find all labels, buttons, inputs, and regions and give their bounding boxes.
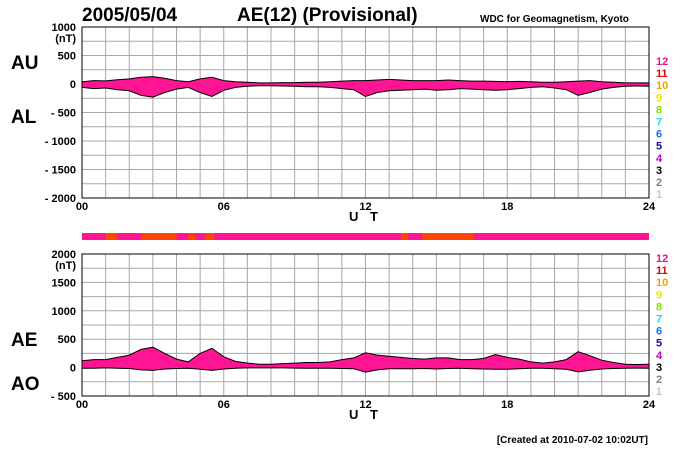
station-bar-segment — [141, 233, 177, 240]
station-bar-segment — [204, 233, 215, 240]
unit-label: (nT) — [55, 260, 76, 272]
station-count-bar — [82, 233, 649, 240]
station-legend-label: 2 — [656, 374, 662, 386]
station-legend-label: 5 — [656, 141, 662, 153]
station-legend-label: 11 — [656, 265, 668, 277]
station-bar-background — [82, 233, 649, 240]
station-legend-label: 9 — [656, 92, 662, 104]
y-tick-label: 0 — [70, 79, 76, 91]
station-legend-label: 2 — [656, 177, 662, 189]
station-bar-segment — [105, 233, 118, 240]
station-bar-segment — [400, 233, 409, 240]
station-legend-label: 3 — [656, 362, 662, 374]
chart-title: AE(12) (Provisional) — [237, 5, 418, 26]
station-legend-label: 3 — [656, 165, 662, 177]
station-legend-label: 10 — [656, 277, 668, 289]
station-legend-label: 12 — [656, 253, 668, 265]
station-legend-label: 4 — [656, 153, 663, 165]
x-axis-label: U T — [349, 209, 382, 224]
x-tick-label: 18 — [501, 201, 513, 213]
station-legend-label: 6 — [656, 326, 662, 338]
y-tick-label: - 500 — [51, 108, 76, 120]
x-tick-label: 00 — [76, 201, 88, 213]
plot-frame — [81, 253, 650, 397]
y-tick-label: - 1000 — [45, 136, 76, 148]
y-tick-label: - 1500 — [45, 165, 76, 177]
x-tick-label: 24 — [643, 201, 656, 213]
y-tick-label: 500 — [58, 334, 76, 346]
station-legend-label: 10 — [656, 80, 668, 92]
x-tick-label: 24 — [643, 399, 656, 411]
index-label-ae: AE — [11, 330, 37, 351]
data-area-fill — [82, 347, 649, 373]
station-legend-label: 4 — [656, 350, 663, 362]
organization-label: WDC for Geomagnetism, Kyoto — [480, 14, 629, 25]
station-legend-label: 1 — [656, 386, 662, 398]
series-line-au — [81, 76, 649, 84]
x-tick-label: 00 — [76, 399, 88, 411]
x-tick-label: 12 — [359, 399, 371, 411]
station-bar-segment — [422, 233, 475, 240]
x-axis-label: U T — [349, 407, 382, 422]
y-tick-label: - 2000 — [45, 193, 76, 205]
station-legend-label: 12 — [656, 56, 668, 68]
unit-label: (nT) — [55, 33, 76, 45]
station-legend-label: 7 — [656, 314, 662, 326]
station-legend-label: 5 — [656, 338, 662, 350]
creation-timestamp: [Created at 2010-07-02 10:02UT] — [497, 435, 648, 446]
station-bar-segment — [188, 233, 196, 240]
station-legend-label: 8 — [656, 301, 662, 313]
x-tick-label: 06 — [218, 201, 230, 213]
station-legend-label: 1 — [656, 189, 662, 201]
index-label-ao: AO — [11, 374, 40, 395]
station-legend-label: 11 — [656, 68, 668, 80]
index-label-al: AL — [11, 107, 37, 128]
y-tick-label: 0 — [70, 363, 76, 375]
station-legend-label: 8 — [656, 104, 662, 116]
plot-frame — [81, 26, 650, 199]
y-tick-label: 1000 — [52, 306, 76, 318]
station-legend-label: 7 — [656, 117, 662, 129]
y-tick-label: 2000 — [52, 249, 76, 261]
series-line-ao — [82, 367, 650, 373]
x-tick-label: 12 — [359, 201, 371, 213]
x-tick-label: 18 — [501, 399, 513, 411]
date-label: 2005/05/04 — [82, 5, 178, 26]
index-label-au: AU — [11, 53, 38, 74]
y-tick-label: 1500 — [52, 277, 76, 289]
series-line-ae — [81, 346, 650, 366]
series-line-al — [81, 85, 650, 98]
station-legend-label: 6 — [656, 129, 662, 141]
y-tick-label: - 500 — [51, 391, 76, 403]
y-tick-label: 1000 — [52, 22, 76, 34]
x-tick-label: 06 — [218, 399, 230, 411]
y-tick-label: 500 — [58, 51, 76, 63]
station-legend-label: 9 — [656, 289, 662, 301]
au-al-panel: 1000 500 0 - 500 - 1000 - 1500 - 2000 (nT) 00 06 1… — [11, 22, 668, 224]
